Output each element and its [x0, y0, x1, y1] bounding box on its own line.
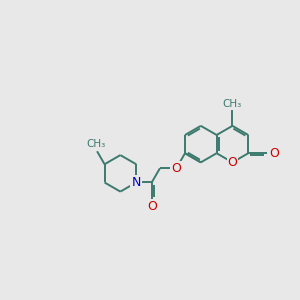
Text: CH₃: CH₃ — [86, 139, 105, 149]
Text: CH₃: CH₃ — [223, 99, 242, 109]
Text: O: O — [147, 200, 157, 213]
Text: N: N — [131, 176, 141, 189]
Text: O: O — [269, 147, 279, 160]
Text: O: O — [171, 162, 181, 175]
Text: O: O — [227, 156, 237, 169]
